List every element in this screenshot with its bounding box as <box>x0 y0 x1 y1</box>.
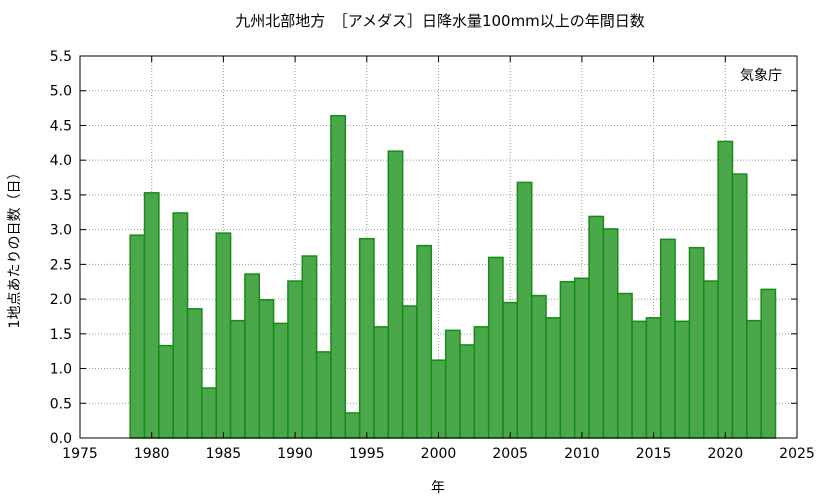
bar-1980 <box>143 192 160 439</box>
source-annotation: 気象庁 <box>740 68 782 84</box>
x-axis-label: 年 <box>431 480 445 496</box>
bar-1979 <box>129 234 146 439</box>
bar-2010 <box>573 277 590 439</box>
x-tick-label: 2015 <box>636 446 672 462</box>
bar-2018 <box>688 246 705 439</box>
bar-2012 <box>602 228 619 439</box>
bar-2023 <box>760 288 777 439</box>
bar-2004 <box>487 256 504 439</box>
chart-title: 九州北部地方 ［アメダス］日降水量100mm以上の年間日数 <box>235 12 645 30</box>
y-tick-label: 2.0 <box>50 292 72 308</box>
bar-2016 <box>660 238 676 439</box>
y-tick-label: 4.0 <box>50 153 72 169</box>
bar-2017 <box>674 320 691 439</box>
bar-2021 <box>731 173 748 439</box>
bar-2003 <box>473 326 490 439</box>
y-axis-label: 1地点あたりの日数（日） <box>7 166 23 329</box>
y-tick-label: 3.5 <box>50 188 72 204</box>
bar-2002 <box>459 344 476 439</box>
bar-1985 <box>215 232 232 439</box>
x-tick-label: 1980 <box>134 446 170 462</box>
bar-2020 <box>717 140 734 439</box>
x-tick-label: 2010 <box>564 446 600 462</box>
bar-1996 <box>373 326 390 439</box>
y-tick-label: 5.0 <box>50 84 72 100</box>
x-tick-label: 1990 <box>277 446 313 462</box>
bar-2019 <box>703 280 719 439</box>
bar-1990 <box>287 280 304 439</box>
bar-1991 <box>301 255 318 439</box>
bars <box>129 114 777 439</box>
y-tick-label: 0.5 <box>50 396 72 412</box>
bar-2015 <box>645 317 662 439</box>
bar-1987 <box>244 273 261 439</box>
bar-2013 <box>617 292 633 439</box>
x-tick-label: 2020 <box>707 446 743 462</box>
bar-1997 <box>387 150 404 439</box>
axis-ticks: 0.0 0.5 1.0 1.5 2.0 2.5 3.0 3.5 4.0 4.5 5.0 5.5 1975… <box>50 49 815 462</box>
bar-1998 <box>401 305 418 439</box>
x-tick-label: 1975 <box>62 446 98 462</box>
y-tick-label: 1.0 <box>50 362 72 378</box>
y-tick-label: 1.5 <box>50 327 72 343</box>
bar-1981 <box>158 344 174 439</box>
bar-1989 <box>272 322 289 439</box>
x-tick-label: 2025 <box>779 446 815 462</box>
bar-2006 <box>516 181 533 439</box>
bar-2011 <box>588 215 605 439</box>
bar-2005 <box>502 301 519 439</box>
bar-2008 <box>545 317 562 439</box>
bar-2001 <box>444 329 461 439</box>
bar-1999 <box>416 244 433 439</box>
bar-1994 <box>344 412 361 439</box>
bar-1982 <box>172 212 189 439</box>
bar-1986 <box>229 319 246 439</box>
bar-1984 <box>201 387 217 439</box>
bar-2014 <box>631 320 648 439</box>
bar-1988 <box>258 299 275 439</box>
x-tick-label: 1995 <box>349 446 385 462</box>
bar-2009 <box>559 280 576 439</box>
y-tick-label: 2.5 <box>50 257 72 273</box>
bar-1993 <box>330 114 347 439</box>
x-tick-label: 1985 <box>206 446 242 462</box>
bar-2007 <box>530 294 547 439</box>
bar-1983 <box>186 308 203 439</box>
y-tick-label: 5.5 <box>50 49 72 65</box>
bar-2000 <box>430 359 447 439</box>
y-tick-label: 4.5 <box>50 118 72 134</box>
y-tick-label: 3.0 <box>50 223 72 239</box>
x-tick-label: 2000 <box>421 446 457 462</box>
bar-1992 <box>315 351 332 439</box>
bar-1995 <box>358 237 375 439</box>
y-tick-label: 0.0 <box>50 431 72 447</box>
x-tick-label: 2005 <box>492 446 528 462</box>
bar-2022 <box>746 319 762 439</box>
